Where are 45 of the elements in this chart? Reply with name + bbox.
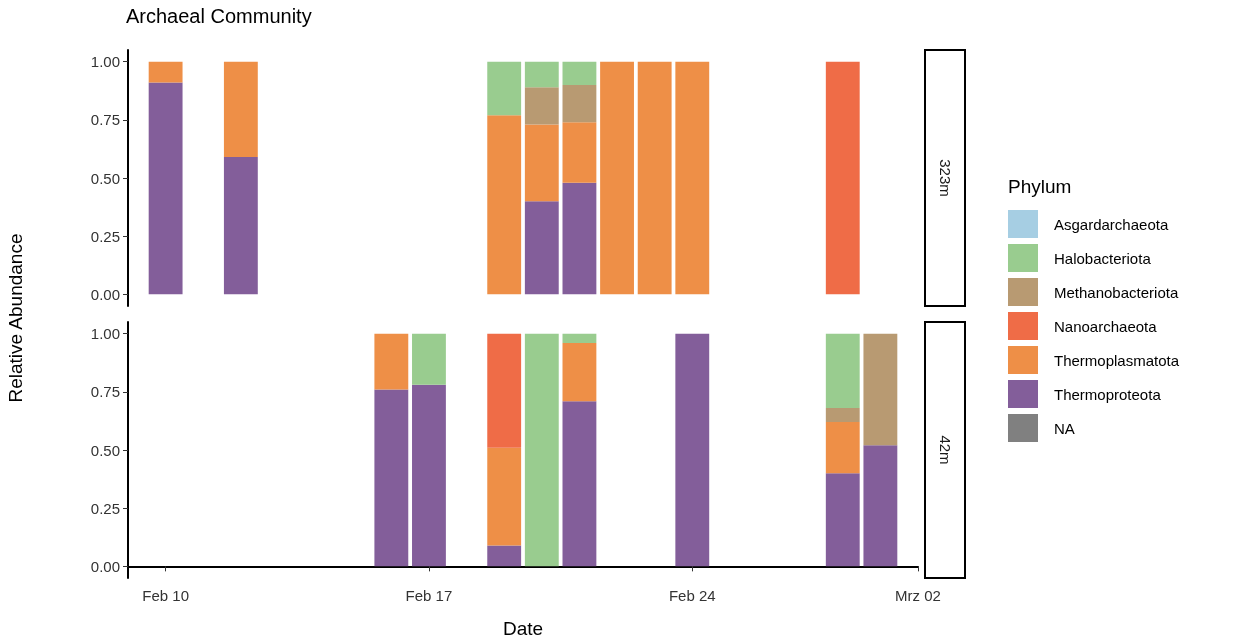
y-tick-label: 1.00 [90,53,120,71]
x-tick-label: Feb 24 [668,587,716,604]
bar [223,61,258,158]
text: 42m [936,435,954,465]
bar [223,157,258,295]
text: 323m [936,159,954,197]
legend-label: Methanobacteriota [1054,283,1179,301]
bar [637,61,672,295]
bar [675,61,710,295]
legend-label: Asgardarchaeota [1054,215,1169,233]
y-tick-label: 0.00 [90,285,120,303]
legend-title: Phylum [1008,176,1073,198]
legend-label: NA [1054,419,1075,437]
y-tick-label: 0.75 [90,111,120,129]
y-tick-label: 0.50 [90,169,120,187]
x-tick-label: Feb 17 [405,587,453,604]
y-tick-label: 0.00 [90,557,120,575]
bar [524,201,559,295]
bar [562,122,597,183]
legend-label: Nanoarchaeota [1054,317,1157,335]
y-tick-label: 0.25 [90,499,120,517]
bar [600,61,634,295]
y-tick-label: 1.00 [90,325,120,343]
y-tick-label: 0.75 [90,383,120,401]
bar [562,182,597,295]
bar [524,124,559,202]
legend-label: Halobacteriota [1054,249,1151,267]
bar [148,61,183,83]
x-axis-title: Date [502,617,544,639]
bar [825,61,860,295]
bar [524,61,559,88]
y-axis-title: Relative Abundance [5,233,27,403]
bar [524,87,559,125]
bar [487,115,522,295]
x-tick-label: Mrz 02 [895,587,941,604]
bar [148,82,183,295]
bar [562,61,597,85]
chart-title: Archaeal Community [126,5,312,27]
bar [487,61,522,116]
y-tick-label: 0.50 [90,441,120,459]
bar [562,84,597,123]
legend-label: Thermoplasmatota [1054,351,1180,369]
x-tick-label: Feb 10 [142,587,189,604]
legend-label: Thermoproteota [1054,385,1161,403]
y-tick-label: 0.25 [90,227,120,245]
